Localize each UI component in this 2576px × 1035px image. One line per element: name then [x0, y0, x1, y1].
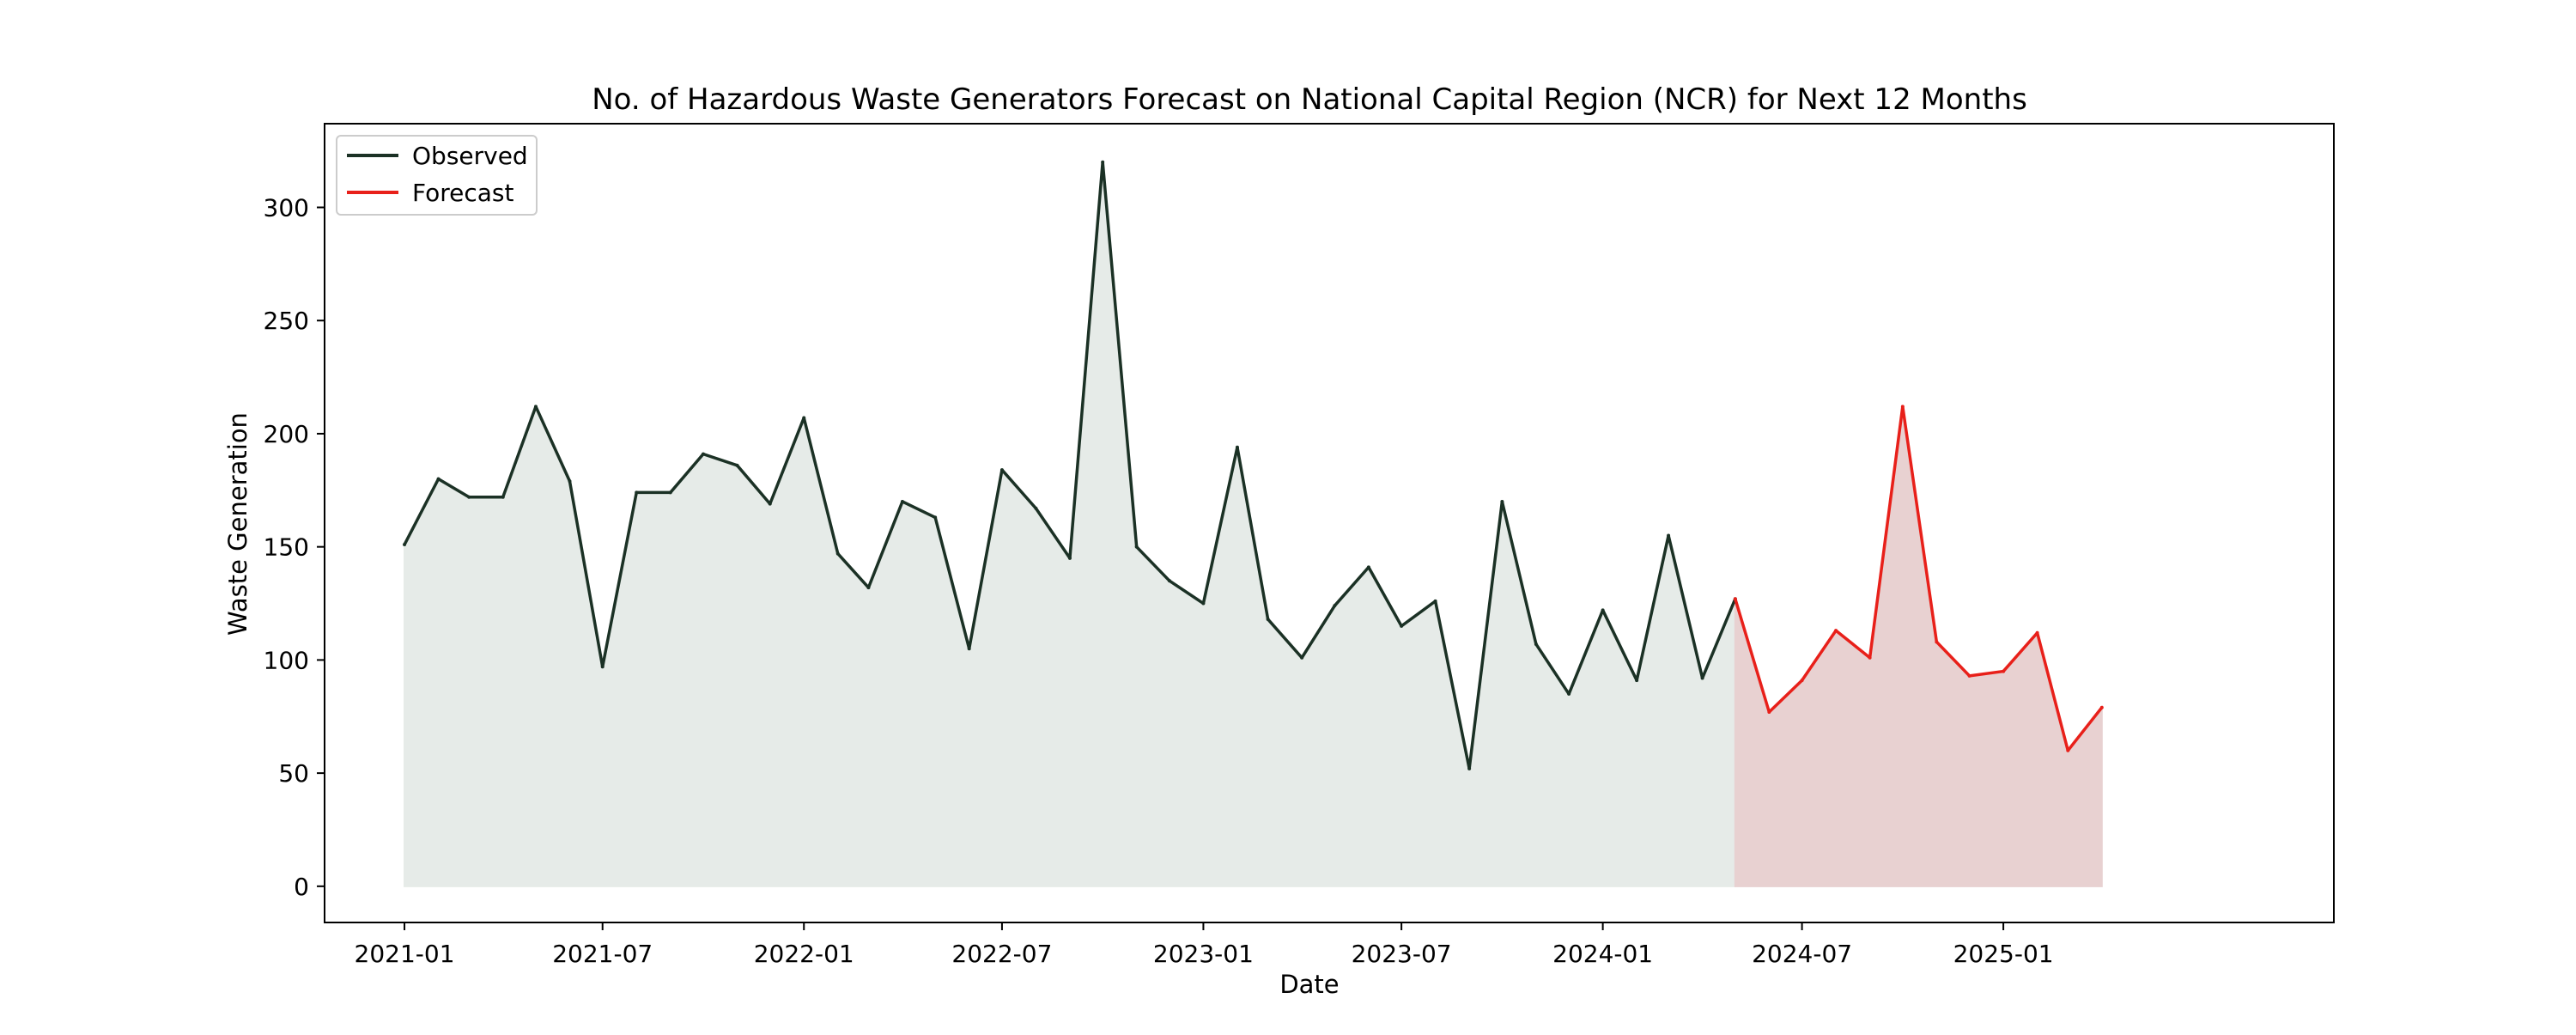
forecast-data-point: [1767, 709, 1771, 714]
forecast-data-point: [1935, 640, 1939, 644]
plot-area: [403, 160, 2104, 887]
legend: Observed Forecast: [336, 135, 538, 216]
observed-data-point: [1500, 499, 1504, 503]
observed-data-point: [568, 479, 572, 484]
observed-data-point: [1700, 676, 1704, 680]
observed-data-point: [668, 490, 672, 495]
forecast-data-point: [2099, 705, 2104, 709]
observed-data-point: [436, 477, 440, 481]
plot-frame: [324, 123, 2335, 923]
observed-data-point: [835, 551, 840, 556]
x-tick-label: 2022-01: [754, 940, 854, 968]
observed-data-point: [403, 543, 407, 547]
observed-data-point: [701, 452, 705, 456]
y-tick-label: 250: [264, 307, 309, 335]
observed-data-point: [1467, 766, 1472, 770]
y-tick-label: 200: [264, 420, 309, 448]
x-tick-label: 2021-07: [552, 940, 653, 968]
observed-data-point: [802, 416, 806, 420]
x-tick-label: 2023-01: [1153, 940, 1254, 968]
observed-data-point: [1433, 599, 1437, 603]
chart-title: No. of Hazardous Waste Generators Foreca…: [592, 82, 2027, 117]
forecast-data-point: [1967, 673, 1971, 678]
observed-data-point: [635, 490, 639, 495]
forecast-data-point: [1868, 655, 1872, 660]
observed-data-point: [1134, 545, 1139, 549]
x-tick-label: 2023-07: [1352, 940, 1452, 968]
x-tick-label: 2025-01: [1953, 940, 2054, 968]
observed-data-point: [533, 405, 538, 409]
observed-data-point: [1667, 533, 1671, 538]
forecast-data-point: [1900, 405, 1905, 409]
observed-data-point: [866, 586, 871, 590]
observed-data-point: [933, 515, 938, 520]
y-axis-label: Waste Generation: [223, 412, 252, 636]
forecast-data-point: [2035, 630, 2039, 635]
forecast-data-point: [1733, 597, 1737, 601]
x-tick-label: 2024-07: [1752, 940, 1852, 968]
observed-data-point: [1167, 579, 1171, 583]
forecast-data-point: [2002, 669, 2006, 673]
observed-data-point: [1034, 506, 1038, 510]
x-tick-label: 2021-01: [355, 940, 455, 968]
x-axis-label: Date: [1279, 970, 1339, 999]
legend-label-forecast: Forecast: [412, 179, 514, 207]
y-tick-label: 100: [264, 646, 309, 674]
observed-data-point: [768, 502, 772, 506]
observed-data-point: [1400, 624, 1404, 628]
observed-data-point: [1101, 160, 1105, 164]
observed-data-point: [467, 495, 471, 499]
forecast-data-point: [2066, 748, 2070, 752]
observed-data-point: [1300, 655, 1304, 660]
observed-data-point: [1534, 642, 1538, 646]
observed-data-point: [735, 463, 739, 467]
axis-ticks: 2021-01 2021-07 2022-01 2022-07 2023-01 2023-…: [264, 193, 2054, 968]
observed-data-point: [1567, 691, 1571, 696]
forecast-data-point: [1800, 679, 1804, 683]
observed-data-point: [1201, 601, 1206, 606]
observed-data-point: [1235, 445, 1239, 449]
observed-data-point: [1601, 608, 1605, 612]
y-tick-label: 50: [278, 759, 309, 788]
y-tick-label: 0: [294, 873, 309, 901]
observed-data-point: [600, 665, 605, 669]
observed-data-point: [1366, 565, 1370, 569]
x-tick-label: 2022-07: [951, 940, 1052, 968]
observed-data-point: [1635, 679, 1639, 683]
observed-data-point: [999, 468, 1004, 472]
y-tick-label: 150: [264, 533, 309, 562]
observed-data-point: [900, 499, 904, 503]
observed-data-point: [1333, 604, 1337, 608]
observed-data-point: [1067, 556, 1072, 560]
forecast-data-point: [1834, 629, 1838, 633]
observed-data-point: [1266, 617, 1270, 621]
y-tick-label: 300: [264, 193, 309, 222]
legend-label-observed: Observed: [412, 142, 528, 170]
observed-data-point: [967, 647, 971, 651]
x-tick-label: 2024-01: [1552, 940, 1653, 968]
forecast-series-line: [1734, 405, 2104, 752]
observed-data-point: [501, 495, 505, 499]
